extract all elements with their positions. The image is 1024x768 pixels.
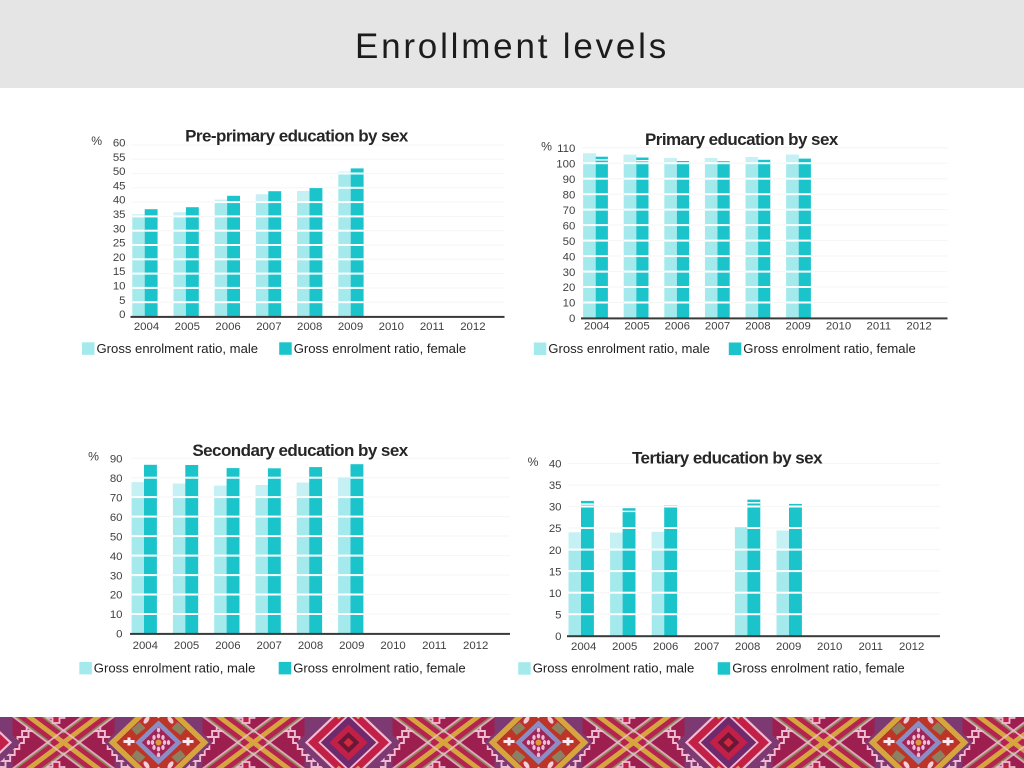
svg-text:Secondary education by sex: Secondary education by sex — [192, 441, 408, 460]
svg-text:15: 15 — [113, 266, 126, 278]
svg-text:Gross enrolment ratio, female: Gross enrolment ratio, female — [294, 341, 466, 356]
svg-text:30: 30 — [549, 502, 562, 514]
svg-text:70: 70 — [110, 492, 123, 504]
svg-text:%: % — [91, 134, 102, 148]
svg-text:2008: 2008 — [297, 321, 322, 333]
svg-text:2011: 2011 — [867, 321, 892, 333]
svg-text:2007: 2007 — [694, 641, 719, 653]
svg-text:110: 110 — [557, 143, 575, 155]
svg-text:70: 70 — [563, 205, 576, 217]
svg-text:55: 55 — [113, 152, 126, 164]
svg-text:Gross enrolment ratio, female: Gross enrolment ratio, female — [743, 341, 915, 356]
svg-text:20: 20 — [113, 252, 126, 264]
svg-text:30: 30 — [113, 223, 126, 235]
svg-text:%: % — [528, 455, 539, 469]
svg-text:90: 90 — [563, 174, 576, 186]
svg-text:2006: 2006 — [665, 321, 690, 333]
svg-text:50: 50 — [110, 531, 123, 543]
svg-text:40: 40 — [110, 551, 123, 563]
svg-text:2006: 2006 — [653, 641, 678, 653]
svg-text:90: 90 — [110, 453, 123, 465]
svg-text:2010: 2010 — [817, 641, 842, 653]
svg-text:2009: 2009 — [776, 641, 801, 653]
svg-text:10: 10 — [110, 609, 123, 621]
svg-text:50: 50 — [113, 166, 126, 178]
svg-text:2008: 2008 — [735, 641, 760, 653]
svg-text:2007: 2007 — [256, 321, 281, 333]
svg-text:Gross enrolment ratio, female: Gross enrolment ratio, female — [732, 661, 904, 676]
svg-text:Gross enrolment ratio, female: Gross enrolment ratio, female — [293, 660, 465, 675]
svg-text:10: 10 — [549, 588, 562, 600]
svg-text:2005: 2005 — [175, 321, 200, 333]
svg-text:0: 0 — [119, 309, 125, 321]
svg-text:2007: 2007 — [257, 640, 282, 652]
svg-text:2009: 2009 — [338, 321, 363, 333]
svg-text:2010: 2010 — [379, 321, 404, 333]
svg-text:25: 25 — [113, 238, 126, 250]
svg-text:2008: 2008 — [745, 321, 770, 333]
svg-text:2012: 2012 — [906, 321, 931, 333]
svg-text:2012: 2012 — [899, 641, 924, 653]
svg-text:2011: 2011 — [422, 640, 447, 652]
svg-text:2012: 2012 — [463, 640, 488, 652]
svg-text:20: 20 — [549, 545, 562, 557]
svg-text:Gross enrolment ratio, male: Gross enrolment ratio, male — [533, 661, 695, 676]
svg-text:Gross enrolment ratio, male: Gross enrolment ratio, male — [548, 341, 710, 356]
svg-text:30: 30 — [110, 570, 123, 582]
svg-text:Primary education by sex: Primary education by sex — [645, 130, 839, 149]
svg-text:60: 60 — [113, 138, 126, 150]
svg-text:Gross enrolment ratio, male: Gross enrolment ratio, male — [97, 341, 259, 356]
svg-text:80: 80 — [110, 473, 123, 485]
svg-text:0: 0 — [555, 631, 561, 643]
svg-text:20: 20 — [110, 590, 123, 602]
svg-text:2004: 2004 — [133, 640, 158, 652]
svg-text:2004: 2004 — [584, 321, 609, 333]
svg-text:Tertiary education by sex: Tertiary education by sex — [632, 449, 823, 468]
svg-text:35: 35 — [549, 480, 562, 492]
svg-text:2009: 2009 — [339, 640, 364, 652]
svg-text:0: 0 — [569, 313, 575, 325]
svg-text:2007: 2007 — [705, 321, 730, 333]
svg-text:20: 20 — [563, 282, 576, 294]
svg-text:40: 40 — [549, 459, 562, 471]
svg-text:2011: 2011 — [858, 641, 883, 653]
svg-text:Gross enrolment ratio, male: Gross enrolment ratio, male — [94, 660, 256, 675]
svg-text:2009: 2009 — [786, 321, 811, 333]
svg-text:2010: 2010 — [826, 321, 851, 333]
svg-text:10: 10 — [563, 298, 576, 310]
svg-text:15: 15 — [549, 566, 562, 578]
svg-text:25: 25 — [549, 523, 562, 535]
svg-text:0: 0 — [116, 629, 122, 641]
svg-text:2006: 2006 — [215, 640, 240, 652]
svg-text:2006: 2006 — [215, 321, 240, 333]
svg-text:%: % — [88, 450, 99, 464]
svg-text:30: 30 — [563, 267, 576, 279]
svg-text:2005: 2005 — [624, 321, 649, 333]
svg-text:5: 5 — [555, 610, 561, 622]
svg-text:2008: 2008 — [298, 640, 323, 652]
svg-text:100: 100 — [556, 158, 575, 170]
svg-text:80: 80 — [563, 189, 576, 201]
svg-text:50: 50 — [563, 236, 576, 248]
svg-text:2005: 2005 — [612, 641, 637, 653]
svg-text:%: % — [541, 140, 552, 154]
svg-text:60: 60 — [563, 220, 576, 232]
svg-text:2011: 2011 — [420, 321, 445, 333]
svg-text:5: 5 — [119, 295, 125, 307]
svg-text:45: 45 — [113, 180, 126, 192]
svg-text:40: 40 — [563, 251, 576, 263]
svg-text:60: 60 — [110, 512, 123, 524]
svg-text:10: 10 — [113, 281, 126, 293]
svg-text:2012: 2012 — [460, 321, 485, 333]
svg-text:2004: 2004 — [571, 641, 596, 653]
svg-text:2004: 2004 — [134, 321, 159, 333]
svg-text:Pre-primary education by sex: Pre-primary education by sex — [185, 127, 409, 146]
svg-text:2010: 2010 — [380, 640, 405, 652]
svg-text:35: 35 — [113, 209, 126, 221]
svg-text:40: 40 — [113, 195, 126, 207]
svg-text:2005: 2005 — [174, 640, 199, 652]
